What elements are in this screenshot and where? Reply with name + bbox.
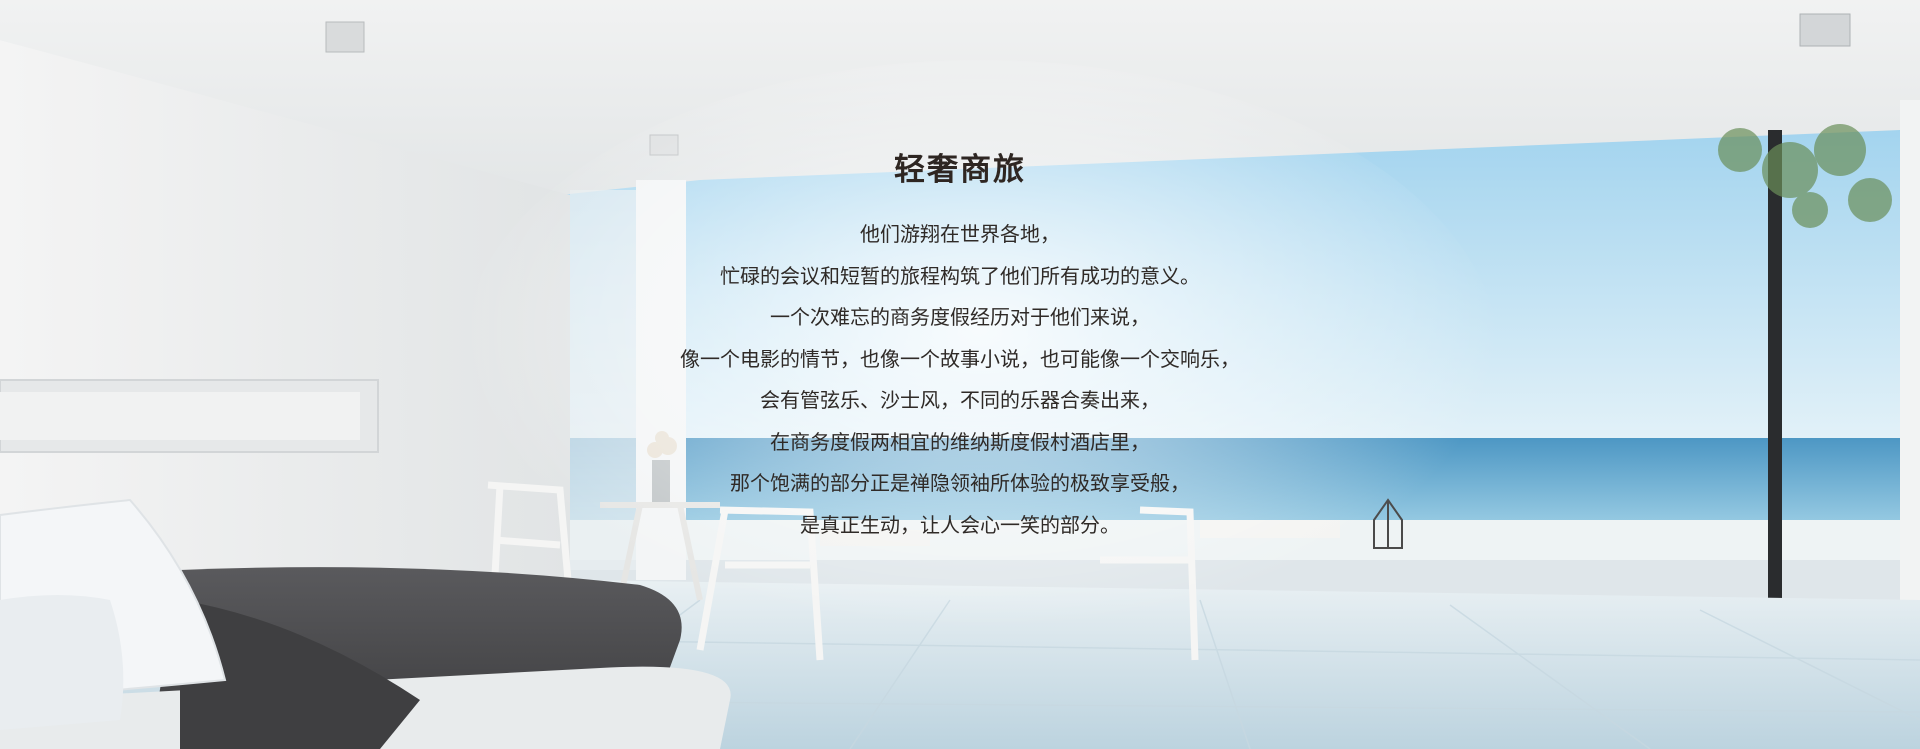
intro-line: 他们游翔在世界各地， <box>860 222 1060 246</box>
intro-paragraph: 他们游翔在世界各地， 忙碌的会议和短暂的旅程构筑了他们所有成功的意义。 一个次难… <box>0 214 1920 546</box>
intro-line: 在商务度假两相宜的维纳斯度假村酒店里， <box>770 429 1150 454</box>
section-title: 轻奢商旅 <box>894 152 1026 188</box>
intro-line: 那个饱满的部分正是禅隐领袖所体验的极致享受般， <box>730 471 1190 495</box>
intro-line: 是真正生动，让人会心一笑的部分。 <box>800 512 1120 537</box>
intro-line: 像一个电影的情节，也像一个故事小说，也可能像一个交响乐， <box>680 346 1240 371</box>
intro-line: 一个次难忘的商务度假经历对于他们来说， <box>770 305 1150 329</box>
intro-line: 忙碌的会议和短暂的旅程构筑了他们所有成功的意义。 <box>720 263 1200 288</box>
intro-line: 会有管弦乐、沙士风，不同的乐器合奏出来， <box>760 388 1160 412</box>
intro-content: 轻奢商旅 他们游翔在世界各地， 忙碌的会议和短暂的旅程构筑了他们所有成功的意义。… <box>0 150 1920 546</box>
